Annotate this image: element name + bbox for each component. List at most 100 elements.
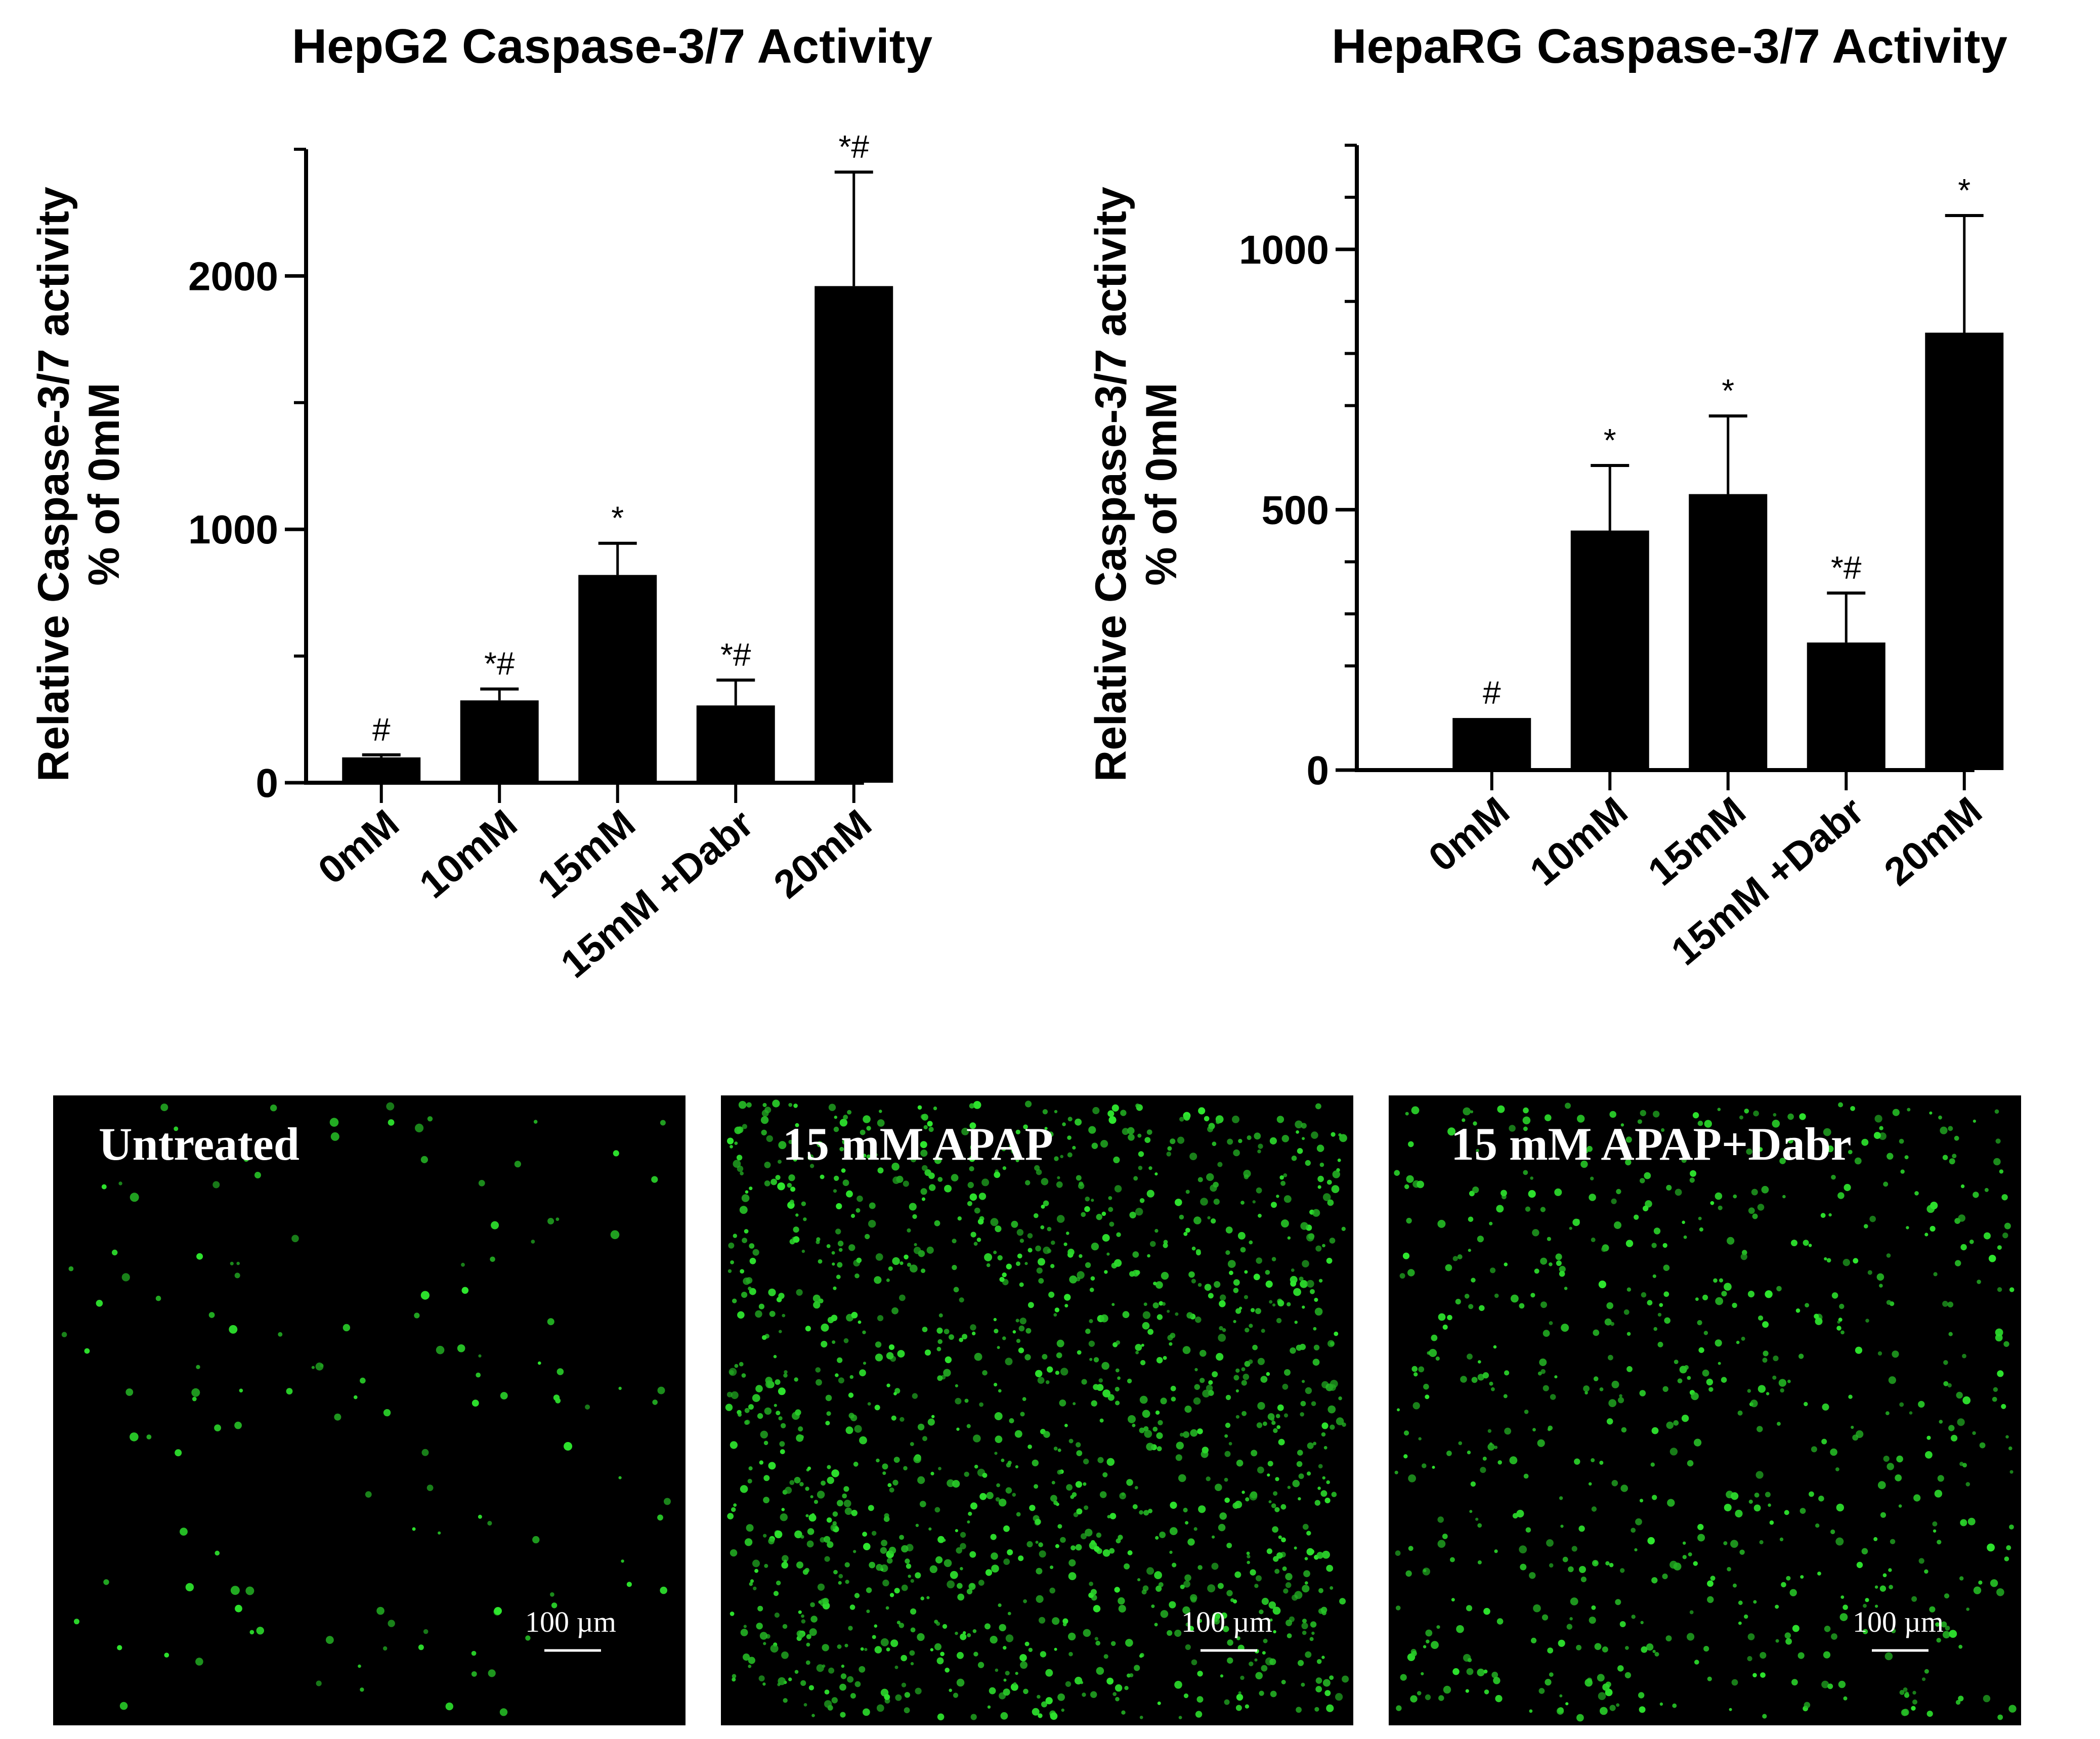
cell-dot — [757, 1605, 763, 1611]
cell-dot — [937, 1375, 943, 1381]
cell-dot — [1662, 1574, 1668, 1580]
cell-dot — [1730, 1540, 1738, 1548]
cell-dot — [776, 1411, 781, 1416]
cell-dot — [1062, 1122, 1066, 1126]
cell-dot — [1611, 1480, 1618, 1487]
cell-dot — [1837, 1320, 1840, 1324]
cell-dot — [999, 1624, 1006, 1632]
cell-dot — [1012, 1493, 1016, 1497]
cell-dot — [779, 1330, 782, 1333]
cell-dot — [160, 1104, 168, 1112]
cell-dot — [978, 1193, 987, 1200]
cell-dot — [1005, 1487, 1012, 1494]
cell-dot — [903, 1180, 909, 1187]
cell-dot — [877, 1167, 884, 1174]
cell-dot — [1208, 1380, 1213, 1385]
cell-dot — [1469, 1510, 1473, 1513]
cell-dot — [736, 1155, 743, 1161]
cell-dot — [832, 1525, 836, 1530]
cell-dot — [969, 1156, 975, 1162]
cell-dot — [1408, 1141, 1414, 1148]
cell-dot — [1399, 1273, 1405, 1279]
cell-dot — [1639, 1499, 1644, 1503]
cell-dot — [848, 1244, 855, 1251]
cell-dot — [860, 1129, 866, 1135]
cell-dot — [1261, 1329, 1265, 1333]
cell-dot — [833, 1126, 839, 1132]
cell-dot — [1108, 1207, 1113, 1212]
cell-dot — [1179, 1117, 1184, 1122]
cell-dot — [1183, 1581, 1190, 1588]
cell-dot — [1156, 1357, 1163, 1364]
cell-dot — [938, 1313, 943, 1318]
cell-dot — [969, 1103, 975, 1109]
cell-dot — [1779, 1158, 1786, 1164]
cell-dot — [445, 1702, 453, 1711]
cell-dot — [1899, 1402, 1904, 1407]
cell-dot — [1677, 1378, 1683, 1384]
cell-dot — [1101, 1362, 1109, 1370]
cell-dot — [1265, 1269, 1270, 1275]
cell-dot — [732, 1674, 737, 1679]
cell-dot — [1153, 1282, 1157, 1286]
cell-dot — [1310, 1289, 1315, 1294]
cell-dot — [1978, 1580, 1983, 1585]
cell-dot — [1400, 1674, 1407, 1681]
cell-dot — [1827, 1145, 1834, 1153]
cell-dot — [990, 1534, 997, 1540]
cell-dot — [986, 1492, 994, 1499]
cell-dot — [427, 1116, 433, 1122]
micrograph-label: 15 mM APAP+Dabr — [1451, 1118, 1852, 1170]
cell-dot — [1545, 1114, 1552, 1121]
cell-dot — [1056, 1215, 1065, 1223]
cell-dot — [805, 1487, 809, 1491]
cell-dot — [835, 1373, 839, 1377]
cell-dot — [1615, 1599, 1621, 1605]
cell-dot — [1641, 1646, 1648, 1653]
cell-dot — [1122, 1128, 1129, 1135]
cell-dot — [1277, 1404, 1284, 1411]
cell-dot — [1958, 1214, 1965, 1222]
cell-dot — [1314, 1298, 1318, 1302]
cell-dot — [787, 1182, 792, 1188]
cell-dot — [756, 1623, 763, 1630]
cell-dot — [1673, 1420, 1679, 1426]
cell-dot — [1843, 1696, 1848, 1701]
cell-dot — [743, 1625, 747, 1628]
cell-dot — [1023, 1599, 1027, 1603]
cell-dot — [984, 1623, 991, 1630]
cell-dot — [1134, 1486, 1138, 1490]
cell-dot — [1135, 1350, 1139, 1354]
cell-dot — [330, 1132, 339, 1141]
cell-dot — [1591, 1605, 1596, 1610]
cell-dot — [1254, 1658, 1258, 1662]
cell-dot — [1066, 1232, 1069, 1235]
cell-dot — [532, 1536, 540, 1544]
cell-dot — [901, 1682, 907, 1687]
cell-dot — [824, 1700, 832, 1708]
cell-dot — [1438, 1695, 1444, 1701]
cell-dot — [1298, 1473, 1304, 1479]
cell-dot — [270, 1105, 277, 1112]
cell-dot — [1403, 1454, 1408, 1459]
cell-dot — [859, 1436, 867, 1445]
cell-dot — [760, 1430, 768, 1438]
cell-dot — [761, 1335, 767, 1340]
cell-dot — [1077, 1350, 1082, 1355]
cell-dot — [1224, 1434, 1228, 1438]
cell-dot — [994, 1171, 1001, 1178]
cell-dot — [1736, 1340, 1740, 1344]
cell-dot — [1589, 1617, 1596, 1624]
cell-dot — [1960, 1184, 1965, 1189]
cell-dot — [1036, 1567, 1043, 1575]
cell-dot — [749, 1257, 756, 1264]
hepg2-y-axis-label-line1: Relative Caspase-3/7 activity — [29, 187, 78, 782]
cell-dot — [863, 1708, 870, 1716]
cell-dot — [1267, 1473, 1270, 1477]
cell-dot — [815, 1367, 821, 1373]
cell-dot — [817, 1583, 825, 1591]
cell-dot — [763, 1642, 766, 1645]
cell-dot — [1528, 1190, 1536, 1198]
cell-dot — [1579, 1566, 1586, 1573]
